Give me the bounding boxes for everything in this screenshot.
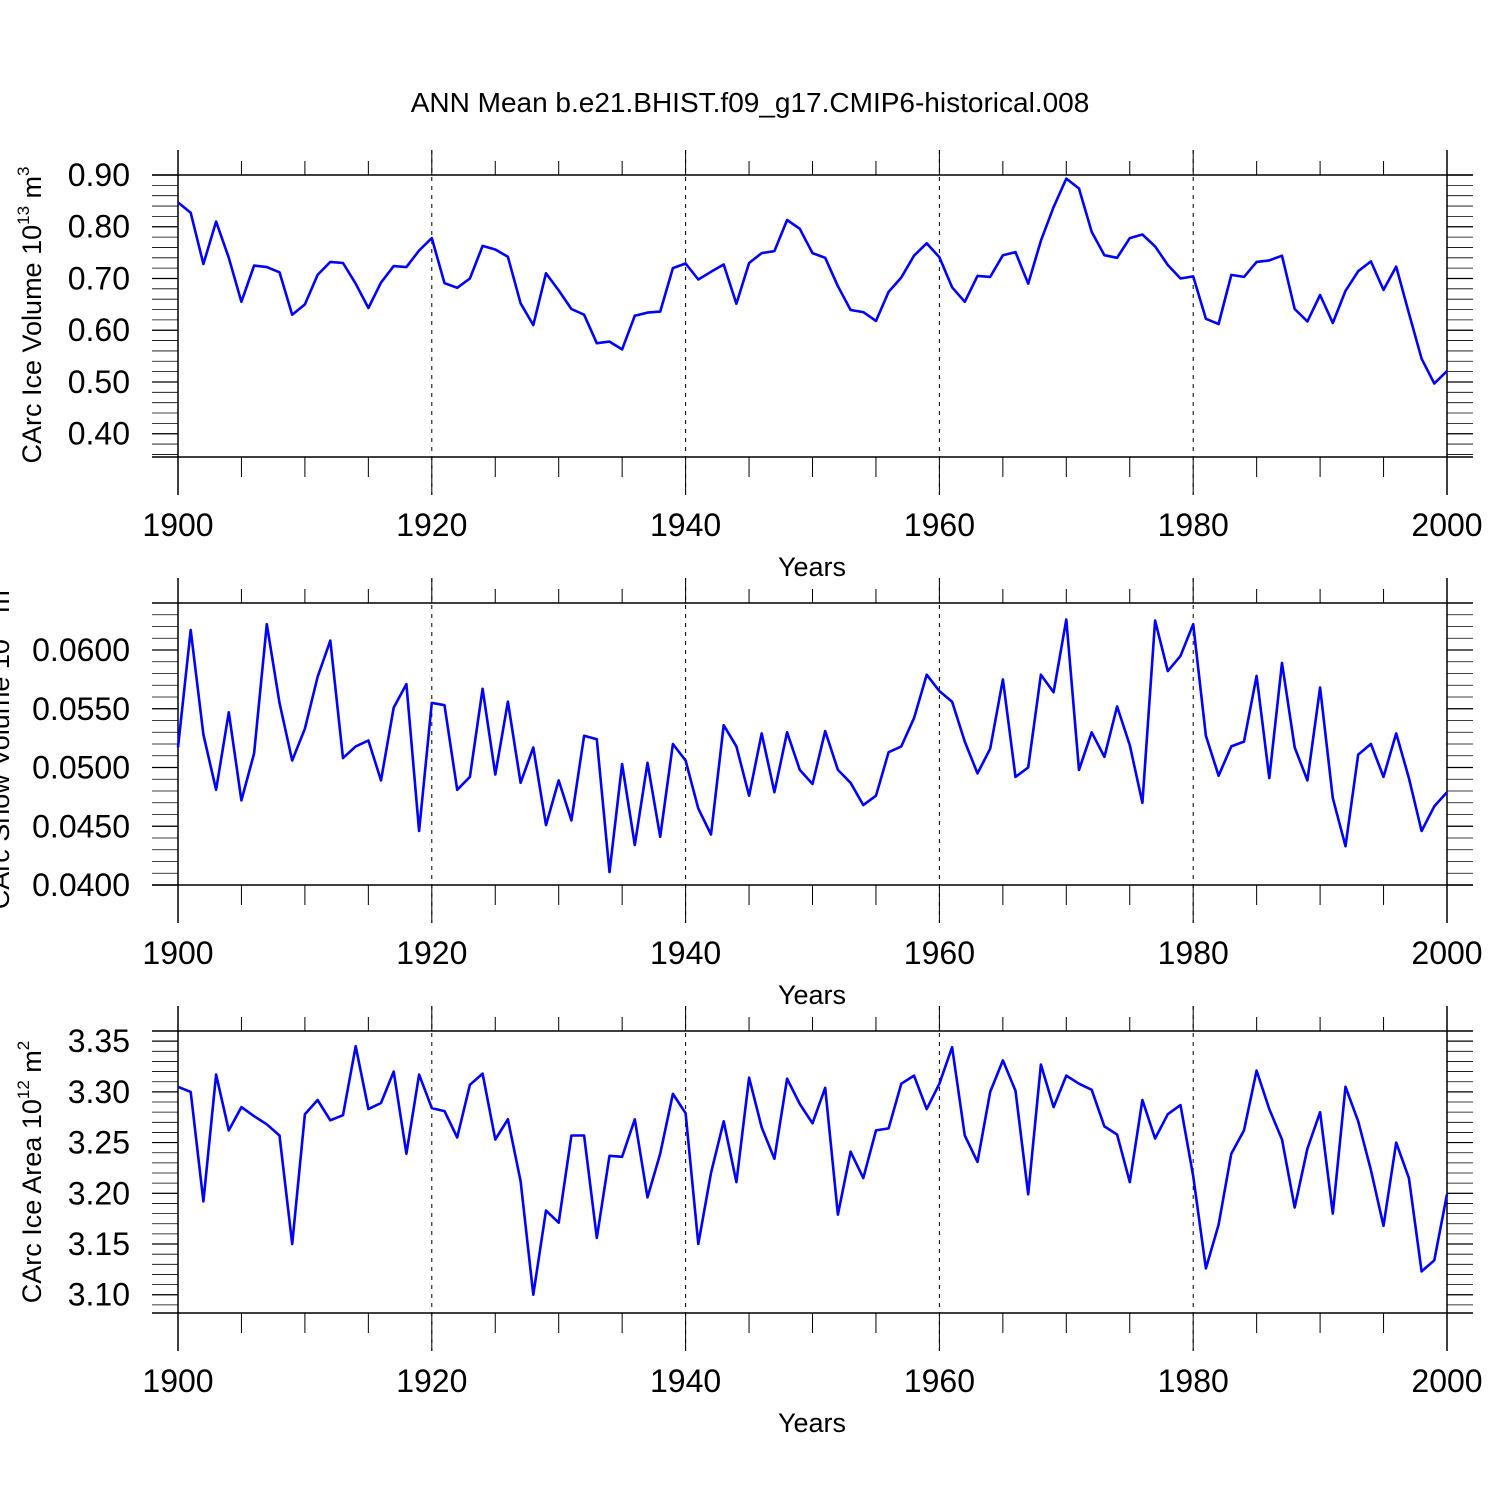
y-tick-label: 3.30 — [68, 1074, 130, 1110]
y-tick-label: 0.40 — [68, 416, 130, 452]
y-tick-label: 3.35 — [68, 1023, 130, 1059]
y-tick-label: 3.15 — [68, 1226, 130, 1262]
x-tick-label: 1960 — [904, 935, 975, 971]
series-line — [177, 177, 1448, 385]
chart-title: ANN Mean b.e21.BHIST.f09_g17.CMIP6-histo… — [411, 87, 1090, 118]
y-tick-label: 3.20 — [68, 1175, 130, 1211]
x-tick-label: 1940 — [650, 1363, 721, 1399]
y-tick-label: 0.0400 — [32, 867, 130, 903]
y-axis-label: CArc Ice Volume 1013 m3 — [14, 166, 47, 463]
x-tick-label: 2000 — [1411, 507, 1482, 543]
x-axis-label: Years — [778, 552, 846, 582]
x-tick-label: 1900 — [142, 1363, 213, 1399]
y-axis-label: CArc Snow Volume 1013 m3 — [0, 581, 15, 910]
y-tick-label: 0.70 — [68, 260, 130, 296]
panel-snow-volume: 0.0400 0.0450 0.0500 0.0550 0.0600 1900 1920 19… — [0, 578, 1483, 1010]
y-axis-label: CArc Ice Area 1012 m2 — [14, 1041, 47, 1304]
x-tick-label: 1900 — [142, 507, 213, 543]
x-tick-label: 1980 — [1158, 1363, 1229, 1399]
y-tick-label: 0.60 — [68, 312, 130, 348]
x-tick-label: 1960 — [904, 507, 975, 543]
x-tick-label: 1980 — [1158, 935, 1229, 971]
y-tick-label: 0.0500 — [32, 750, 130, 786]
x-tick-label: 2000 — [1411, 1363, 1482, 1399]
y-tick-label: 0.0450 — [32, 808, 130, 844]
y-tick-label: 3.25 — [68, 1125, 130, 1161]
x-tick-label: 1980 — [1158, 507, 1229, 543]
x-axis-label: Years — [778, 980, 846, 1010]
y-tick-label: 0.90 — [68, 157, 130, 193]
series-line — [177, 1044, 1449, 1296]
x-tick-label: 1920 — [396, 1363, 467, 1399]
x-tick-label: 1920 — [396, 935, 467, 971]
y-tick-label: 0.80 — [68, 209, 130, 245]
panel-ice-area: 3.10 3.15 3.20 3.25 3.30 3.35 1900 1920 1940 1960… — [14, 1006, 1483, 1438]
y-tick-label: 0.50 — [68, 364, 130, 400]
series-line — [176, 618, 1448, 874]
y-tick-label: 3.10 — [68, 1277, 130, 1313]
x-tick-label: 1940 — [650, 507, 721, 543]
y-tick-label: 0.0600 — [32, 632, 130, 668]
panel-ice-volume: 0.40 0.50 0.60 0.70 0.80 0.90 1900 1920 1940 1960… — [14, 150, 1483, 582]
x-tick-label: 1940 — [650, 935, 721, 971]
x-tick-label: 1960 — [904, 1363, 975, 1399]
x-axis-label: Years — [778, 1408, 846, 1438]
x-tick-label: 1900 — [142, 935, 213, 971]
x-tick-label: 1920 — [396, 507, 467, 543]
y-tick-label: 0.0550 — [32, 691, 130, 727]
axes-group: 0.40 0.50 0.60 0.70 0.80 0.90 1900 1920 1940 1960… — [68, 150, 1483, 543]
axes-group: 3.10 3.15 3.20 3.25 3.30 3.35 1900 1920 1940 1960… — [68, 1006, 1483, 1399]
x-tick-label: 2000 — [1411, 935, 1482, 971]
axes-group: 0.0400 0.0450 0.0500 0.0550 0.0600 1900 1920 19… — [32, 578, 1483, 971]
